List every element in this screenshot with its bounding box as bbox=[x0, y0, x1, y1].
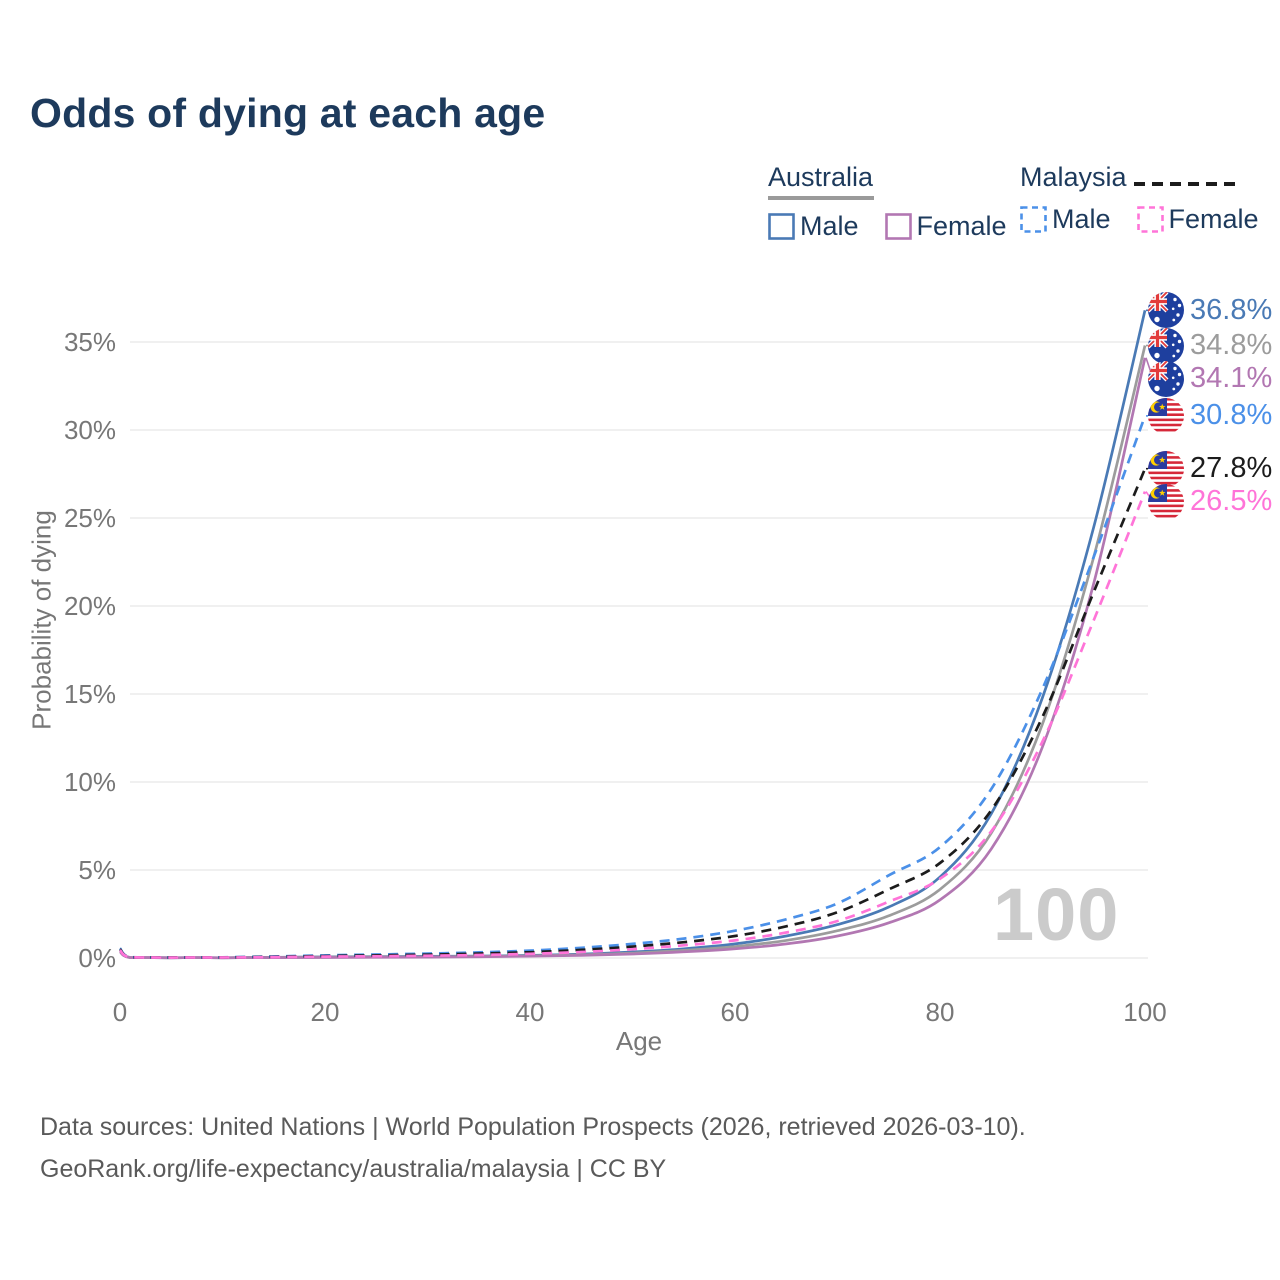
y-tick-label: 30% bbox=[64, 415, 116, 445]
line-malaysia-male bbox=[118, 415, 1147, 959]
malaysia-female-swatch bbox=[1136, 206, 1164, 233]
legend-item-malaysia-female[interactable]: Female bbox=[1136, 204, 1259, 235]
end-label-value: 34.1% bbox=[1190, 362, 1273, 395]
end-label-malaysia-both: 27.8% bbox=[1148, 451, 1272, 487]
legend-group-malaysia: Malaysia Male Female bbox=[1020, 162, 1259, 235]
footer: Data sources: United Nations | World Pop… bbox=[40, 1106, 1026, 1190]
legend-country-label-australia: Australia bbox=[768, 162, 874, 192]
australia-flag-icon bbox=[1148, 361, 1184, 397]
line-australia-male bbox=[119, 309, 1147, 960]
legend-item-label: Male bbox=[1052, 204, 1111, 234]
y-tick-label: 15% bbox=[64, 679, 116, 709]
end-label-value: 34.8% bbox=[1190, 329, 1273, 362]
legend-header-malaysia[interactable]: Malaysia bbox=[1020, 162, 1259, 193]
end-label-malaysia-female: 26.5% bbox=[1148, 484, 1272, 520]
malaysia-flag-icon bbox=[1148, 451, 1184, 487]
end-label-australia-female: 34.1% bbox=[1148, 361, 1272, 397]
legend-item-label: Female bbox=[1168, 204, 1259, 234]
footer-attribution: GeoRank.org/life-expectancy/australia/ma… bbox=[40, 1155, 667, 1183]
y-tick-label: 35% bbox=[64, 327, 116, 357]
y-tick-label: 20% bbox=[64, 591, 116, 621]
end-label-value: 30.8% bbox=[1190, 399, 1273, 432]
y-tick-label: 0% bbox=[78, 943, 116, 973]
australia-line-style-swatch bbox=[768, 196, 874, 200]
y-tick-label: 10% bbox=[64, 767, 116, 797]
end-label-australia-male: 36.8% bbox=[1148, 292, 1272, 328]
x-tick-label: 100 bbox=[1123, 997, 1166, 1027]
legend-item-australia-female[interactable]: Female bbox=[884, 211, 1007, 242]
legend-country-label-malaysia: Malaysia bbox=[1020, 162, 1127, 192]
legend-item-malaysia-male[interactable]: Male bbox=[1020, 204, 1111, 235]
page-title: Odds of dying at each age bbox=[30, 90, 546, 136]
australia-flag-icon bbox=[1148, 328, 1184, 364]
line-malaysia-female bbox=[119, 491, 1147, 959]
end-label-malaysia-male: 30.8% bbox=[1148, 398, 1272, 434]
end-label-value: 36.8% bbox=[1190, 293, 1273, 326]
australia-male-swatch bbox=[768, 213, 795, 240]
legend-header-australia[interactable]: Australia bbox=[768, 162, 1007, 200]
age-watermark: 100 bbox=[993, 873, 1120, 956]
x-tick-label: 40 bbox=[516, 997, 545, 1027]
end-label-australia-both: 34.8% bbox=[1148, 328, 1272, 364]
end-label-value: 27.8% bbox=[1190, 452, 1273, 485]
line-australia-both bbox=[119, 345, 1147, 960]
malaysia-male-swatch bbox=[1020, 206, 1047, 233]
line-australia-female bbox=[119, 357, 1147, 960]
malaysia-line-style-swatch bbox=[1134, 182, 1241, 186]
footer-sources: Data sources: United Nations | World Pop… bbox=[40, 1113, 1026, 1141]
y-tick-label: 25% bbox=[64, 503, 116, 533]
x-tick-label: 60 bbox=[721, 997, 750, 1027]
end-label-value: 26.5% bbox=[1190, 485, 1273, 518]
x-axis-title: Age bbox=[615, 1026, 663, 1056]
y-axis-title: Probability of dying bbox=[26, 510, 57, 730]
legend-item-label: Male bbox=[800, 211, 859, 241]
legend-item-australia-male[interactable]: Male bbox=[768, 211, 859, 242]
line-malaysia-both bbox=[118, 468, 1147, 959]
legend-item-label: Female bbox=[916, 211, 1007, 241]
y-tick-label: 5% bbox=[78, 855, 116, 885]
x-tick-label: 0 bbox=[113, 997, 127, 1027]
x-tick-label: 20 bbox=[311, 997, 340, 1027]
legend-group-australia: Australia Male Female bbox=[768, 162, 1007, 242]
malaysia-flag-icon bbox=[1148, 398, 1184, 434]
australia-female-swatch bbox=[884, 213, 912, 240]
x-tick-label: 80 bbox=[926, 997, 955, 1027]
australia-flag-icon bbox=[1148, 292, 1184, 328]
malaysia-flag-icon bbox=[1148, 484, 1184, 520]
